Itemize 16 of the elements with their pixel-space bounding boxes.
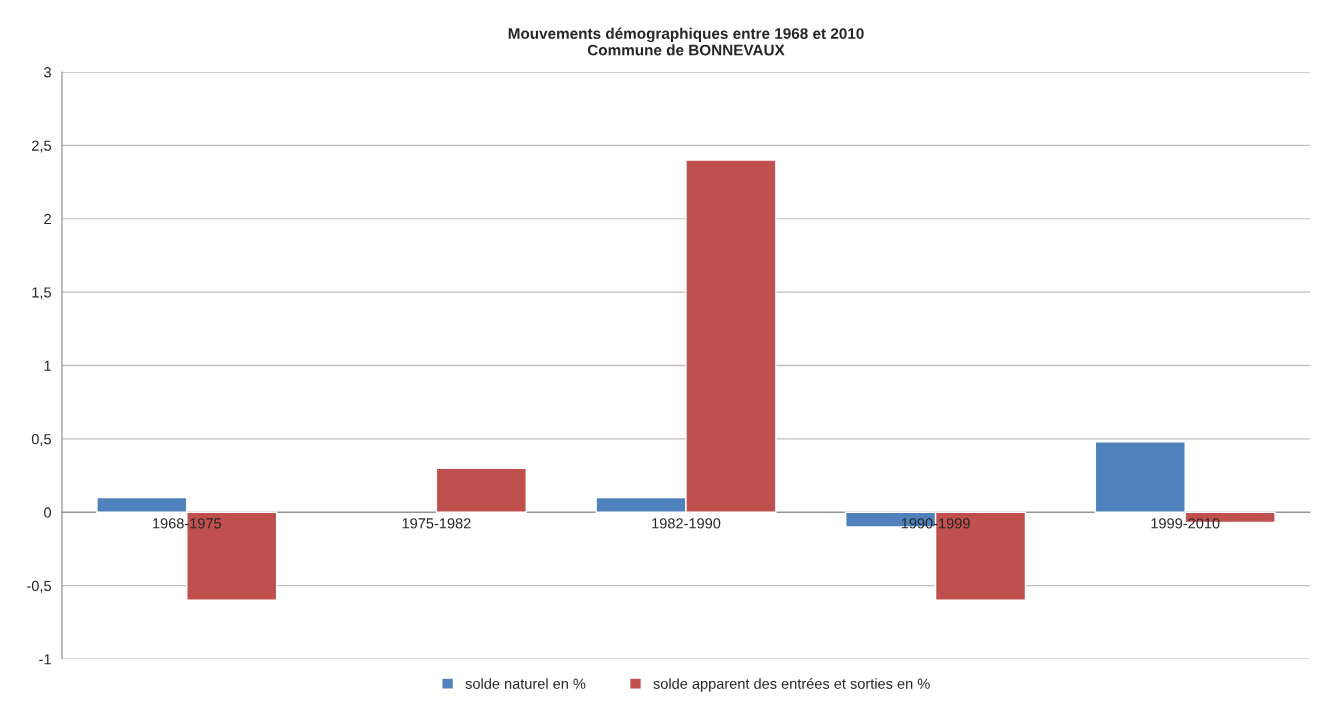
y-tick-label: 2,5 [32, 140, 51, 153]
y-tick-label: 0,5 [31, 433, 51, 447]
x-tick-label: 1999-2010 [1151, 518, 1220, 529]
x-tick-label: 1982-1990 [652, 518, 721, 529]
x-tick-label: 1975-1982 [402, 518, 471, 529]
y-tick-label: 0 [44, 507, 52, 518]
legend-label: solde naturel en % [465, 678, 586, 689]
y-tick-label: -1 [39, 654, 51, 665]
legend-label: solde apparent des entrées et sorties en % [653, 677, 930, 692]
y-tick-label: -0,5 [27, 580, 51, 593]
y-tick-label: 2 [44, 213, 51, 225]
y-tick-label: 1 [44, 360, 51, 371]
y-tick-label: 3 [44, 67, 51, 78]
chart-title: Mouvements démographiques entre 1968 et 2010 Commune de BONNEVAUX [508, 27, 864, 56]
y-tick-label: 1,5 [32, 287, 51, 300]
bar [435, 467, 527, 513]
